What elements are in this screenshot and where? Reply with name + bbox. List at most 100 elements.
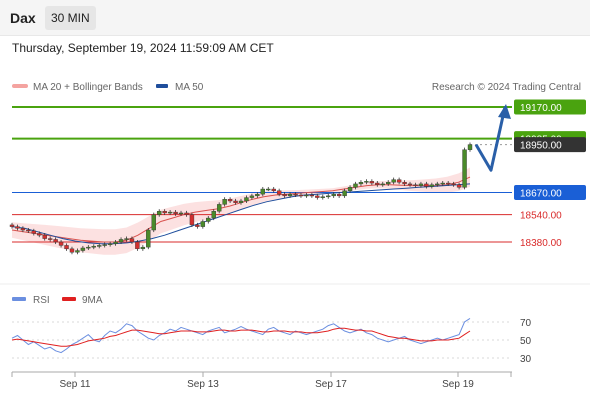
symbol-name: Dax <box>10 10 36 26</box>
candle-body <box>238 200 244 203</box>
candle-body <box>162 211 167 214</box>
ma50-legend-swatch <box>156 84 168 88</box>
rsi-ma-legend-label: 9MA <box>82 295 103 306</box>
candle-body <box>445 182 451 185</box>
candle-body <box>386 181 391 185</box>
candle-body <box>80 247 86 251</box>
level-label-text: 18540.00 <box>520 211 562 222</box>
candle-body <box>97 245 102 247</box>
x-axis-tick-label: Sep 11 <box>60 379 91 390</box>
candle-body <box>462 149 467 188</box>
candle-body <box>271 188 276 191</box>
candle-body <box>227 199 233 202</box>
candle-body <box>26 229 31 232</box>
candle-body <box>326 195 331 198</box>
x-axis-tick-label: Sep 13 <box>187 379 219 390</box>
ma20-legend-label: MA 20 + Bollinger Bands <box>33 82 143 93</box>
level-label-box-current <box>514 137 586 153</box>
candle-body <box>413 184 418 186</box>
candle-body <box>146 229 151 248</box>
candle-body <box>124 238 129 240</box>
candle-body <box>9 224 15 227</box>
rsi-legend-label: RSI <box>33 295 50 306</box>
candle-body <box>216 204 222 212</box>
projection-arrow <box>474 104 511 172</box>
candle-body <box>15 226 20 229</box>
candle-body <box>429 184 435 187</box>
candle-body <box>184 212 189 215</box>
candle-body <box>157 211 162 215</box>
candle-body <box>140 246 146 250</box>
candle-body <box>391 179 396 183</box>
rsi-legend: RSI 9MA <box>12 295 103 306</box>
candle-body <box>440 182 445 185</box>
level-label-text: 19170.00 <box>520 103 562 114</box>
x-axis-tick-label: Sep 19 <box>442 379 474 390</box>
candle-body <box>206 217 211 222</box>
candle-body <box>435 183 440 186</box>
candle-body <box>331 193 336 197</box>
level-label-box-pivot <box>514 184 586 200</box>
candle-body <box>276 190 282 195</box>
candle-body <box>369 181 375 184</box>
candle-body <box>173 211 178 215</box>
candle-body <box>407 183 413 186</box>
rsi-ma-legend-swatch <box>62 297 76 301</box>
candle-body <box>37 233 42 236</box>
candle-body <box>320 196 325 198</box>
level-label-text: 18670.00 <box>520 188 562 199</box>
candle-body <box>309 194 315 197</box>
candle-body <box>282 193 287 197</box>
candle-body <box>211 211 216 219</box>
candle-body <box>107 243 113 245</box>
projection-arrow-head <box>498 104 511 119</box>
candle-body <box>298 194 304 197</box>
candle-body <box>347 187 353 191</box>
candle-body <box>424 183 429 187</box>
candle-body <box>222 199 227 205</box>
x-axis-tick-label: Sep 17 <box>315 379 347 390</box>
candle-body <box>64 245 69 250</box>
level-label-box-resistance <box>514 99 586 115</box>
timestamp: Thursday, September 19, 2024 11:59:09 AM… <box>12 41 274 55</box>
x-axis: Sep 11 Sep 13 Sep 17 Sep 19 <box>11 371 512 390</box>
candle-body <box>293 193 298 196</box>
candle-body <box>396 179 402 183</box>
ma50-line <box>11 183 471 245</box>
candle-body <box>151 214 156 231</box>
candle-body <box>418 183 424 186</box>
candle-body <box>42 234 47 239</box>
ma20-legend-swatch <box>12 84 28 88</box>
candle-body <box>31 230 37 234</box>
candle-body <box>91 246 96 248</box>
candle-body <box>266 188 271 191</box>
candle-body <box>129 238 135 243</box>
candle-body <box>456 184 462 188</box>
candle-body <box>249 195 255 198</box>
level-label-text: 18380.00 <box>520 238 562 249</box>
candle-body <box>102 244 107 246</box>
candle-body <box>255 193 260 197</box>
candle-body <box>167 211 173 214</box>
candle-body <box>47 238 53 240</box>
copyright-text: Research © 2024 Trading Central <box>432 82 581 93</box>
candlesticks <box>9 142 473 255</box>
candle-body <box>118 239 124 243</box>
candle-body <box>342 190 347 197</box>
candle-body <box>304 194 309 197</box>
candle-body <box>244 197 249 202</box>
candle-body <box>364 181 369 183</box>
rsi-ma-line <box>11 327 471 347</box>
rsi-tick-label: 30 <box>520 354 532 365</box>
price-level-labels: 19170.0018985.0018950.0018670.0018540.00… <box>514 99 586 249</box>
candle-body <box>135 241 140 250</box>
projection-arrow-line <box>474 106 507 172</box>
candle-body <box>287 193 293 197</box>
rsi-tick-label: 70 <box>520 318 532 329</box>
candle-body <box>380 183 385 186</box>
rsi-legend-swatch <box>12 297 26 301</box>
candle-body <box>336 193 342 197</box>
price-legend: MA 20 + Bollinger Bands MA 50 Research ©… <box>12 82 581 93</box>
interval-selector[interactable]: 30 MIN <box>45 6 96 30</box>
